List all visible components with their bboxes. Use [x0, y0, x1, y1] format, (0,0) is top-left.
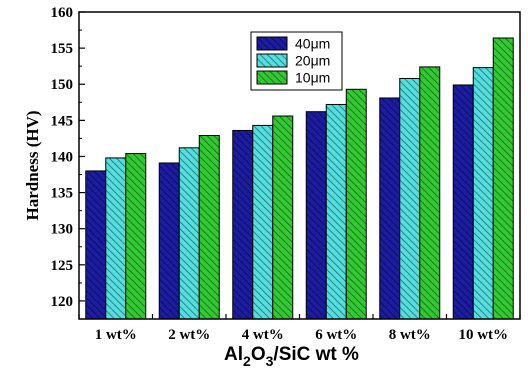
bar-20μm-1 wt%	[105, 157, 127, 320]
legend-swatch	[256, 70, 288, 85]
x-tick-label: 6 wt%	[315, 327, 357, 343]
y-tick-label: 155	[51, 41, 74, 57]
legend-swatch	[256, 53, 288, 68]
x-tick-label: 1 wt%	[95, 327, 137, 343]
y-tick-label: 120	[51, 294, 74, 310]
bar-20μm-8 wt%	[399, 77, 421, 320]
bar-20μm-6 wt%	[325, 103, 347, 320]
bar-10μm-6 wt%	[345, 88, 367, 320]
bar-40μm-6 wt%	[305, 111, 327, 320]
x-tick-label: 10 wt%	[458, 327, 508, 343]
x-tick-label: 4 wt%	[242, 327, 284, 343]
y-tick-label: 125	[51, 258, 74, 274]
bar-40μm-10 wt%	[452, 84, 474, 320]
bar-20μm-4 wt%	[252, 124, 274, 320]
legend-label: 20μm	[295, 53, 330, 69]
y-tick-label: 160	[51, 5, 74, 21]
bar-40μm-4 wt%	[232, 129, 254, 320]
legend-swatch	[256, 36, 288, 51]
bar-40μm-8 wt%	[379, 97, 401, 320]
x-axis-label: Al2O3/SiC wt %	[224, 344, 359, 369]
bars-layer	[85, 37, 514, 320]
legend-label: 40μm	[295, 36, 330, 52]
bar-10μm-10 wt%	[492, 37, 514, 320]
bar-10μm-2 wt%	[198, 135, 220, 320]
y-axis-label: Hardness (HV)	[23, 110, 42, 220]
bar-10μm-4 wt%	[272, 115, 294, 320]
x-tick-label: 8 wt%	[389, 327, 431, 343]
y-tick-label: 130	[51, 222, 74, 238]
x-axis-ticks: 1 wt% 2 wt% 4 wt% 6 wt% 8 wt% 10 wt%	[78, 314, 521, 343]
legend-label: 10μm	[295, 70, 330, 86]
y-tick-label: 145	[51, 113, 74, 129]
bar-20μm-2 wt%	[178, 147, 200, 320]
bar-40μm-2 wt%	[158, 162, 180, 320]
bar-20μm-10 wt%	[472, 67, 494, 320]
y-tick-label: 150	[51, 77, 74, 93]
bar-40μm-1 wt%	[85, 170, 107, 320]
y-axis-ticks: 120 125 130 135 140 145 150 155 160	[51, 5, 85, 320]
plot-frame	[78, 11, 521, 320]
y-tick-label: 135	[51, 186, 74, 202]
bar-10μm-1 wt%	[125, 153, 147, 320]
x-tick-label: 2 wt%	[168, 327, 210, 343]
y-tick-label: 140	[51, 149, 74, 165]
bar-10μm-8 wt%	[419, 66, 441, 320]
